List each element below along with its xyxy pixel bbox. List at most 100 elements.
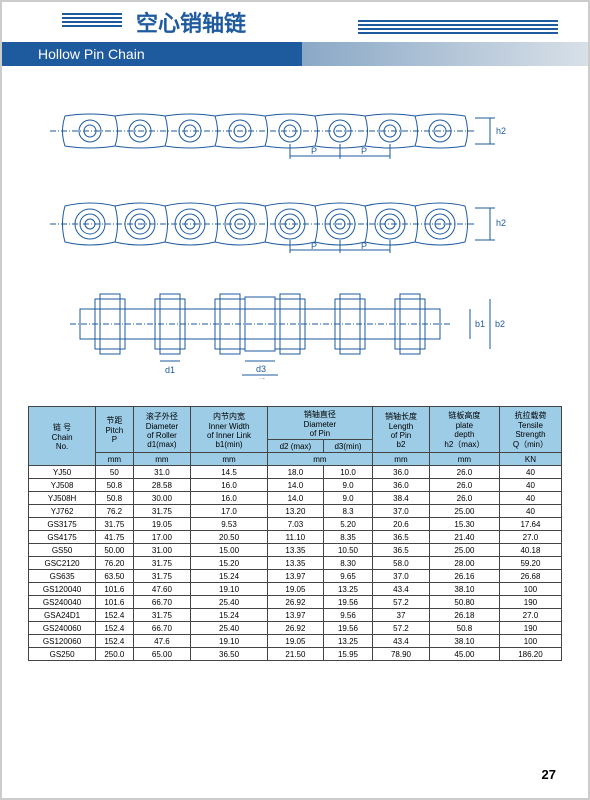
table-cell: 13.35 [267, 557, 323, 570]
table-cell: 101.6 [96, 583, 133, 596]
table-cell: GS50 [29, 544, 96, 557]
table-cell: 190 [499, 622, 561, 635]
table-cell: 26.0 [429, 492, 499, 505]
table-cell: 37 [373, 609, 430, 622]
table-cell: 37.0 [373, 505, 430, 518]
title-english-bar: Hollow Pin Chain [2, 42, 588, 66]
page-container: 空心销轴链 Hollow Pin Chain [0, 0, 590, 800]
table-cell: 10.0 [324, 466, 373, 479]
table-cell: 45.00 [429, 648, 499, 661]
table-cell: 10.50 [324, 544, 373, 557]
unit-mm: mm [373, 453, 430, 466]
col-tensile: 抗拉载荷 Tensile Strength Q（min） [499, 407, 561, 453]
svg-text:h2: h2 [496, 218, 506, 228]
table-cell: YJ762 [29, 505, 96, 518]
header-decoration: 空心销轴链 [2, 2, 588, 42]
table-cell: YJ508H [29, 492, 96, 505]
unit-mm: mm [133, 453, 191, 466]
table-cell: 15.30 [429, 518, 499, 531]
table-cell: 31.75 [96, 518, 133, 531]
table-cell: 40 [499, 492, 561, 505]
chain-side-view: P P h2 [50, 194, 540, 254]
table-cell: 5.20 [324, 518, 373, 531]
table-cell: 16.0 [191, 479, 268, 492]
table-cell: 63.50 [96, 570, 133, 583]
table-cell: 21.50 [267, 648, 323, 661]
table-cell: 58.0 [373, 557, 430, 570]
table-cell: 50.00 [96, 544, 133, 557]
table-cell: 40.18 [499, 544, 561, 557]
table-cell: 18.0 [267, 466, 323, 479]
table-cell: 43.4 [373, 635, 430, 648]
unit-mm: mm [191, 453, 268, 466]
table-cell: 66.70 [133, 596, 191, 609]
table-cell: 78.90 [373, 648, 430, 661]
table-cell: GS635 [29, 570, 96, 583]
table-row: GS120060152.447.619.1019.0513.2543.438.1… [29, 635, 562, 648]
table-cell: 9.53 [191, 518, 268, 531]
table-cell: 19.10 [191, 583, 268, 596]
table-cell: 13.25 [324, 635, 373, 648]
table-cell: 50.80 [429, 596, 499, 609]
table-cell: 36.0 [373, 479, 430, 492]
table-cell: 25.40 [191, 622, 268, 635]
table-cell: 38.4 [373, 492, 430, 505]
table-cell: 36.5 [373, 544, 430, 557]
title-english: Hollow Pin Chain [38, 46, 145, 62]
table-cell: 17.64 [499, 518, 561, 531]
table-cell: 19.05 [133, 518, 191, 531]
table-cell: 15.00 [191, 544, 268, 557]
col-pin-length: 销轴长度 Length of Pin b2 [373, 407, 430, 453]
table-cell: 15.20 [191, 557, 268, 570]
table-cell: 9.0 [324, 479, 373, 492]
table-cell: 152.4 [96, 609, 133, 622]
table-cell: 50.8 [429, 622, 499, 635]
table-cell: 13.25 [324, 583, 373, 596]
table-cell: 19.56 [324, 622, 373, 635]
table-cell: 57.2 [373, 622, 430, 635]
table-cell: 37.0 [373, 570, 430, 583]
table-cell: 14.0 [267, 492, 323, 505]
table-cell: 66.70 [133, 622, 191, 635]
col-pin-diameter: 销轴直径 Diameter of Pin [267, 407, 372, 440]
table-cell: 15.24 [191, 570, 268, 583]
table-row: YJ76276.231.7517.013.208.337.025.0040 [29, 505, 562, 518]
table-cell: 7.03 [267, 518, 323, 531]
col-d2: d2 (max) [267, 440, 323, 453]
table-cell: 43.4 [373, 583, 430, 596]
table-cell: 14.5 [191, 466, 268, 479]
table-cell: 11.10 [267, 531, 323, 544]
table-cell: 152.4 [96, 622, 133, 635]
table-cell: 36.50 [191, 648, 268, 661]
table-row: YJ505031.014.518.010.036.026.040 [29, 466, 562, 479]
table-cell: 50.8 [96, 492, 133, 505]
unit-mm: mm [267, 453, 372, 466]
unit-mm: mm [96, 453, 133, 466]
table-cell: 38.10 [429, 635, 499, 648]
unit-kn: KN [499, 453, 561, 466]
chain-top-view: P P h2 [50, 104, 540, 159]
table-cell: GS3175 [29, 518, 96, 531]
table-row: GS250250.065.0036.5021.5015.9578.9045.00… [29, 648, 562, 661]
table-cell: YJ508 [29, 479, 96, 492]
table-cell: 36.0 [373, 466, 430, 479]
table-cell: 13.20 [267, 505, 323, 518]
table-cell: 190 [499, 596, 561, 609]
table-cell: 31.00 [133, 544, 191, 557]
table-cell: 41.75 [96, 531, 133, 544]
table-cell: 25.00 [429, 505, 499, 518]
table-cell: 186.20 [499, 648, 561, 661]
table-cell: 8.30 [324, 557, 373, 570]
table-cell: GS240040 [29, 596, 96, 609]
table-cell: 47.6 [133, 635, 191, 648]
svg-text:b1: b1 [475, 319, 485, 329]
table-cell: YJ50 [29, 466, 96, 479]
svg-text:P: P [361, 241, 367, 251]
table-cell: 26.16 [429, 570, 499, 583]
svg-text:d3: d3 [256, 364, 266, 374]
svg-text:P: P [361, 146, 367, 156]
table-cell: 100 [499, 635, 561, 648]
table-cell: 100 [499, 583, 561, 596]
table-cell: 31.0 [133, 466, 191, 479]
spec-table: 链 号 Chain No. 节距 Pitch P 滚子外径 Diameter o… [28, 406, 562, 661]
